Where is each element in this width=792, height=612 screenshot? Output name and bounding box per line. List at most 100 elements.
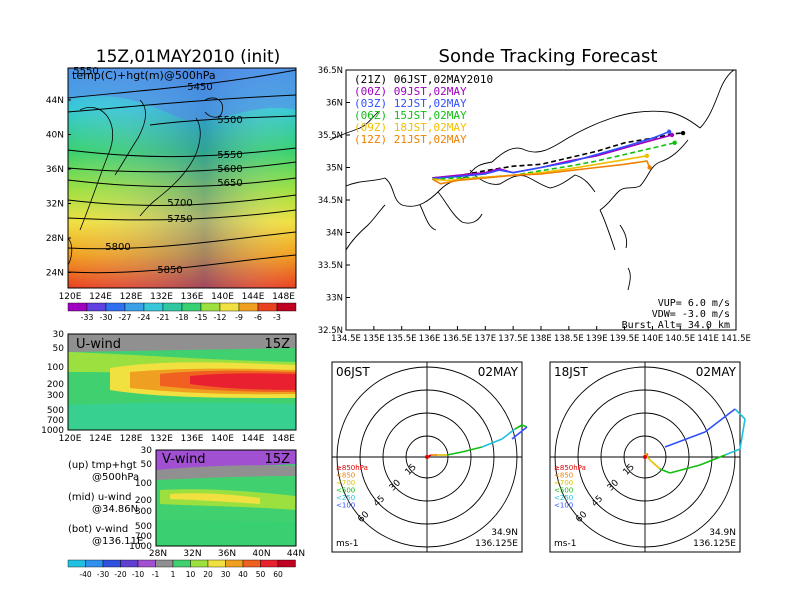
track-legend-entry: (21Z) 06JST,02MAY2010 <box>354 73 493 86</box>
temp-colorbar-swatch <box>200 302 221 312</box>
polar-hodograph-segment <box>734 408 746 420</box>
map-lon-tick: 144E <box>242 292 265 302</box>
polar-level-label: <250 <box>336 494 355 502</box>
left-title: 15Z,01MAY2010 (init) <box>96 47 281 67</box>
track-lat-tick: 35.5N <box>318 131 343 141</box>
vwind-pressure-tick: 30 <box>141 446 153 456</box>
wind-colorbar-label: 40 <box>238 570 248 579</box>
track-end-point <box>666 129 672 134</box>
map-label: temp(C)+hgt(m)@500hPa <box>72 69 216 82</box>
contour-label: 5550 <box>73 66 98 77</box>
vwind-pressure-tick: 700 <box>135 532 152 542</box>
track-lon-tick: 137E <box>474 334 496 344</box>
uwind-pressure-tick: 500 <box>47 406 64 416</box>
track-legend-entry: (00Z) 09JST,02MAY <box>354 85 467 98</box>
uwind-pressure-tick: 300 <box>47 391 64 401</box>
track-end-point <box>680 130 686 136</box>
wind-colorbar-label: -20 <box>114 570 126 579</box>
temp-colorbar-label: -15 <box>194 313 207 322</box>
polar-date: 02MAY <box>478 365 519 379</box>
wind-colorbar-swatch <box>190 559 209 568</box>
side-note-head: (mid) u-wind <box>68 492 131 503</box>
contour-label: 5850 <box>157 265 182 276</box>
track-lat-tick: 32.5N <box>318 326 343 336</box>
uwind-lon-tick: 140E <box>211 434 234 444</box>
side-note-head: (bot) v-wind <box>68 524 128 535</box>
polar-left: 06JST 02MAY34.9N136.125Ems-115304560≥850h… <box>331 361 528 553</box>
temp-colorbar-label: -33 <box>80 313 93 322</box>
polar-level-label: <500 <box>336 487 355 495</box>
wind-colorbar-swatch <box>207 559 226 568</box>
uwind-pressure-tick: 200 <box>47 380 64 390</box>
polar-hodograph-segment <box>664 431 706 448</box>
wind-colorbar-label: 20 <box>203 570 213 579</box>
side-note-sub: @136.11E <box>92 536 143 547</box>
contour-label: 5800 <box>105 242 130 253</box>
temp-colorbar-label: -9 <box>235 313 243 322</box>
map-lon-tick: 124E <box>89 292 112 302</box>
track-lon-tick: 139E <box>586 334 608 344</box>
map-lon-tick: 132E <box>150 292 173 302</box>
polar-origin <box>425 455 429 459</box>
track-line <box>432 132 684 179</box>
polar-level-label: <100 <box>336 502 355 510</box>
uwind-lon-tick: 124E <box>89 434 112 444</box>
contour-label: 5550 <box>217 150 242 161</box>
wind-colorbar-swatch <box>242 559 261 568</box>
map-lat-tick: 40N <box>46 131 64 141</box>
track-lat-tick: 33N <box>326 294 343 304</box>
track-lon-tick: 140E <box>642 334 664 344</box>
polar-hodograph-segment <box>446 451 463 456</box>
uwind-lon-tick: 148E <box>272 434 295 444</box>
uwind-pressure-tick: 100 <box>47 363 64 373</box>
vwind-lat-tick: 44N <box>287 549 305 559</box>
polar-level-label: <500 <box>554 487 573 495</box>
track-param: VUP= 6.0 m/s <box>658 298 730 309</box>
wind-colorbar-swatch <box>85 559 104 568</box>
polar-level-label: <700 <box>336 479 355 487</box>
polar-date: 02MAY <box>696 365 737 379</box>
polar-lat: 34.9N <box>491 528 518 538</box>
wind-colorbar-swatch <box>67 559 86 568</box>
track-end-point <box>672 140 677 145</box>
polar-level-label: <250 <box>554 494 573 502</box>
uwind-pressure-tick: 700 <box>47 416 64 426</box>
temp-colorbar-swatch <box>143 302 164 312</box>
temp-colorbar-label: -6 <box>254 313 262 322</box>
contour-label: 5650 <box>217 178 242 189</box>
track-panel: 36.5N 36N 35.5N 35N 34.5N 34N 33.5N 33N 32.5N 13… <box>318 66 751 344</box>
vwind-lat-tick: 28N <box>149 549 167 559</box>
uwind-lon-tick: 128E <box>120 434 143 444</box>
contour-label: 5500 <box>217 115 242 126</box>
polar-hodograph-segment <box>649 459 661 470</box>
temp-colorbar-label: -18 <box>175 313 188 322</box>
uwind-lon-tick: 144E <box>242 434 265 444</box>
map-lat-tick: 44N <box>46 96 64 106</box>
polar-lon: 136.125E <box>475 539 518 549</box>
vwind-lat-tick: 36N <box>218 549 236 559</box>
track-line <box>432 160 651 185</box>
polar-right: 18JST 02MAY34.9N136.125Ems-115304560≥850h… <box>549 361 746 553</box>
track-lat-tick: 33.5N <box>318 261 343 271</box>
track-legend-entry: (03Z) 12JST,02MAY <box>354 97 467 110</box>
track-legend-entry: (12Z) 21JST,02MAY <box>354 133 467 146</box>
wind-colorbar-swatch <box>277 559 296 568</box>
vwind-pressure-tick: 500 <box>135 522 152 532</box>
polar-level-label: <850 <box>554 472 573 480</box>
track-end-point <box>644 153 650 158</box>
wind-colorbar-swatch <box>172 559 191 568</box>
wind-colorbar-label: 1 <box>171 570 176 579</box>
map-lon-tick: 140E <box>211 292 234 302</box>
temp-colorbar-swatch <box>238 302 259 312</box>
wind-colorbar-swatch <box>225 559 244 568</box>
track-legend-entry: (06Z) 15JST,02MAY <box>354 109 467 122</box>
wind-colorbar-label: 10 <box>186 570 196 579</box>
track-lat-tick: 36.5N <box>318 66 343 76</box>
polar-hodograph-segment <box>699 454 726 466</box>
track-line <box>432 142 675 180</box>
wind-colorbar-swatch <box>137 559 156 568</box>
track-lon-tick: 141.5E <box>721 334 751 344</box>
polar-level-label: ≥850hPa <box>336 464 368 472</box>
